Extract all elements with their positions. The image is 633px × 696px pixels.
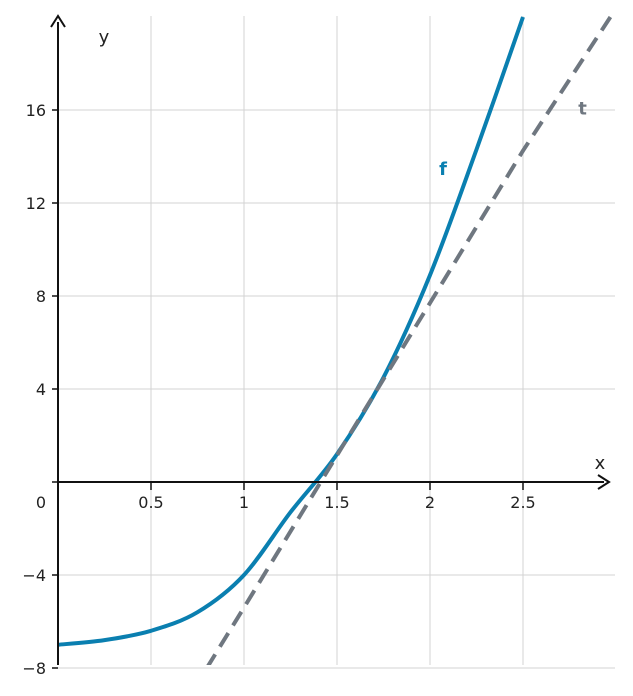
series-layer: [58, 16, 613, 665]
y-tick-label: 12: [26, 194, 46, 213]
x-tick-label: 1.5: [324, 493, 349, 512]
x-axis-label: x: [595, 453, 606, 474]
x-tick-label: 2.5: [510, 493, 535, 512]
axes: [50, 14, 611, 669]
x-tick-label: 2: [425, 493, 435, 512]
x-tick-label: 0.5: [138, 493, 163, 512]
y-tick-label: 0: [36, 493, 46, 512]
y-tick-label: −4: [22, 566, 46, 585]
y-tick-label: −8: [22, 659, 46, 678]
y-axis-arrow: [50, 14, 66, 28]
series-f-label: f: [439, 159, 447, 180]
series-t-label: t: [578, 99, 587, 120]
grid: [58, 16, 615, 669]
y-tick-label: 16: [26, 101, 46, 120]
x-axis-arrow: [597, 474, 611, 490]
y-tick-label: 8: [36, 287, 46, 306]
series-f-line: [58, 16, 525, 647]
tick-labels: 0.5 1 1.5 2 2.5 −8 −4 0 4 8 12 16 f t: [22, 99, 587, 678]
y-axis-label: y: [99, 27, 110, 48]
x-tick-label: 1: [239, 493, 249, 512]
series-t-line: [206, 16, 613, 665]
y-tick-label: 4: [36, 380, 46, 399]
